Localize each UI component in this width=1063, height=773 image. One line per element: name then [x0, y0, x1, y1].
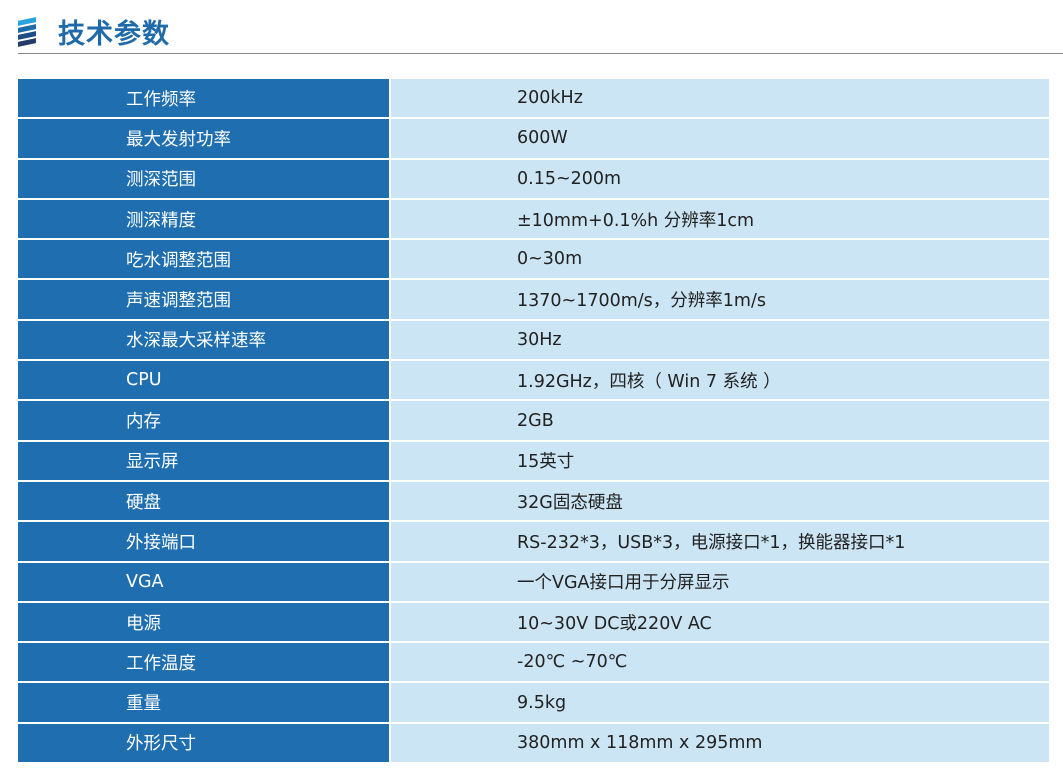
- spec-row: 声速调整范围 1370~1700m/s，分辨率1m/s: [18, 278, 1049, 321]
- spec-label: 硬盘: [18, 479, 391, 523]
- spec-value: 2GB: [390, 399, 1049, 442]
- spec-label: 内存: [18, 399, 391, 442]
- spec-row: 工作频率 200kHz: [18, 76, 1049, 120]
- spec-label: 测深范围: [18, 157, 391, 200]
- spec-label: 水深最大采样速率: [18, 318, 391, 362]
- spec-table: 工作频率 200kHz 最大发射功率 600W 测深范围 0.15~200m 测深精度 ±10…: [18, 76, 1049, 765]
- spec-label: CPU: [18, 359, 391, 402]
- spec-row: 硬盘 32G固态硬盘: [18, 479, 1049, 523]
- spec-row: 外接端口 RS-232*3，USB*3，电源接口*1，换能器接口*1: [18, 520, 1049, 563]
- spec-row: VGA 一个VGA接口用于分屏显示: [18, 560, 1049, 603]
- spec-value: 0.15~200m: [390, 157, 1049, 200]
- spec-value: -20℃ ~70℃: [390, 641, 1049, 684]
- spec-row: 工作温度 -20℃ ~70℃: [18, 641, 1049, 684]
- spec-label: 外形尺寸: [18, 721, 391, 765]
- spec-row: 外形尺寸 380mm x 118mm x 295mm: [18, 721, 1049, 765]
- spec-value: 0~30m: [390, 238, 1049, 281]
- spec-value: 10~30V DC或220V AC: [390, 600, 1049, 644]
- spec-row: 重量 9.5kg: [18, 681, 1049, 724]
- spec-row: 水深最大采样速率 30Hz: [18, 318, 1049, 362]
- spec-value: 1370~1700m/s，分辨率1m/s: [390, 278, 1049, 321]
- spec-label: 最大发射功率: [18, 117, 391, 160]
- spec-label: 外接端口: [18, 520, 391, 563]
- spec-value: 1.92GHz，四核（ Win 7 系统 ）: [390, 359, 1049, 402]
- spec-label: 工作频率: [18, 76, 391, 120]
- spec-label: 重量: [18, 681, 391, 724]
- spec-row: 显示屏 15英寸: [18, 439, 1049, 482]
- spec-value: ±10mm+0.1%h 分辨率1cm: [390, 197, 1049, 241]
- spec-value: 15英寸: [390, 439, 1049, 482]
- spec-label: 声速调整范围: [18, 278, 391, 321]
- spec-value: 380mm x 118mm x 295mm: [390, 721, 1049, 765]
- spec-row: 最大发射功率 600W: [18, 117, 1049, 160]
- spec-value: 32G固态硬盘: [390, 479, 1049, 523]
- spec-label: 显示屏: [18, 439, 391, 482]
- spec-label: 工作温度: [18, 641, 391, 684]
- spec-row: 电源 10~30V DC或220V AC: [18, 600, 1049, 644]
- spec-label: VGA: [18, 560, 391, 603]
- section-header: 技术参数: [18, 12, 170, 51]
- spec-row: 内存 2GB: [18, 399, 1049, 442]
- spec-value: 一个VGA接口用于分屏显示: [390, 560, 1049, 603]
- spec-row: 吃水调整范围 0~30m: [18, 238, 1049, 281]
- spec-value: 30Hz: [390, 318, 1049, 362]
- spec-label: 电源: [18, 600, 391, 644]
- spec-value: 9.5kg: [390, 681, 1049, 724]
- spec-row: 测深精度 ±10mm+0.1%h 分辨率1cm: [18, 197, 1049, 241]
- spec-row: 测深范围 0.15~200m: [18, 157, 1049, 200]
- spec-value: 200kHz: [390, 76, 1049, 120]
- spec-label: 吃水调整范围: [18, 238, 391, 281]
- spec-label: 测深精度: [18, 197, 391, 241]
- spec-value: 600W: [390, 117, 1049, 160]
- spec-row: CPU 1.92GHz，四核（ Win 7 系统 ）: [18, 359, 1049, 402]
- spec-value: RS-232*3，USB*3，电源接口*1，换能器接口*1: [390, 520, 1049, 563]
- page-title: 技术参数: [58, 19, 170, 50]
- header-divider: [18, 53, 1063, 54]
- section-logo-icon: [18, 16, 36, 47]
